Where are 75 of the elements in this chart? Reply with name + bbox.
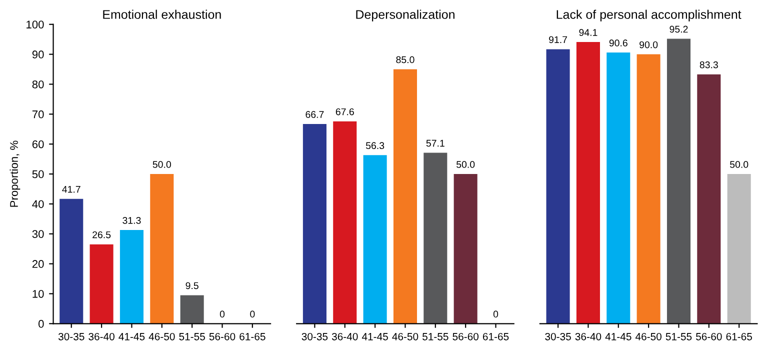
x-tick-label: 51-55 bbox=[422, 333, 448, 340]
data-label: 0 bbox=[220, 310, 225, 318]
x-tick-label: 30-35 bbox=[58, 332, 84, 340]
y-tick-label: 70 bbox=[32, 110, 44, 118]
data-label: 90.6 bbox=[609, 40, 628, 46]
x-tick-label: 56-60 bbox=[209, 332, 236, 340]
data-label: 41.7 bbox=[62, 186, 80, 193]
y-tick-label: 0 bbox=[38, 320, 44, 328]
data-label: 85.0 bbox=[396, 56, 414, 64]
bar bbox=[636, 54, 660, 324]
data-label: 90.0 bbox=[640, 41, 658, 48]
data-label: 57.1 bbox=[426, 140, 444, 147]
x-tick-label: 41-45 bbox=[362, 333, 388, 340]
x-tick-label: 61-65 bbox=[726, 332, 752, 340]
data-label: 31.3 bbox=[122, 216, 141, 224]
bar bbox=[363, 155, 387, 324]
bar bbox=[727, 174, 751, 324]
bar bbox=[333, 121, 357, 324]
data-label: 50.0 bbox=[152, 161, 171, 168]
x-tick-label: 36-40 bbox=[575, 332, 602, 340]
x-tick-label: 36-40 bbox=[88, 332, 114, 340]
data-label: 9.5 bbox=[186, 282, 198, 290]
chart-title: Lack of personal accomplishment bbox=[556, 10, 742, 22]
y-tick-label: 20 bbox=[32, 260, 44, 268]
x-tick-label: 56-60 bbox=[696, 332, 722, 340]
y-axis-title: Proportion, % bbox=[10, 140, 20, 207]
y-tick-label: 90 bbox=[32, 50, 44, 58]
x-tick-label: 30-35 bbox=[302, 332, 328, 340]
data-label: 0 bbox=[250, 310, 255, 318]
chart-title: Emotional exhaustion bbox=[103, 10, 221, 19]
data-label: 83.3 bbox=[700, 61, 718, 68]
x-tick-label: 30-35 bbox=[545, 332, 571, 340]
y-tick-label: 30 bbox=[32, 230, 44, 238]
x-tick-label: 41-45 bbox=[118, 333, 145, 340]
data-label: 50.0 bbox=[456, 161, 475, 168]
bar bbox=[424, 152, 448, 324]
x-tick-label: 51-55 bbox=[179, 333, 205, 340]
data-label: 0 bbox=[493, 310, 498, 318]
data-label: 67.6 bbox=[336, 108, 354, 116]
bar bbox=[393, 69, 417, 324]
bar bbox=[302, 124, 326, 324]
x-tick-label: 46-50 bbox=[635, 332, 662, 340]
bar bbox=[150, 174, 174, 324]
y-tick-label: 10 bbox=[32, 290, 44, 298]
bar bbox=[60, 198, 84, 324]
x-tick-label: 36-40 bbox=[332, 332, 358, 340]
bar bbox=[454, 174, 478, 324]
x-tick-label: 56-60 bbox=[452, 332, 478, 340]
y-tick-label: 50 bbox=[32, 170, 44, 178]
data-label: 26.5 bbox=[92, 231, 111, 238]
x-tick-label: 46-50 bbox=[148, 332, 175, 340]
y-tick-label: 40 bbox=[32, 200, 44, 208]
data-label: 94.1 bbox=[579, 29, 598, 36]
y-tick-label: 80 bbox=[32, 80, 44, 88]
x-tick-label: 46-50 bbox=[392, 332, 418, 340]
bar bbox=[576, 42, 600, 324]
x-tick-label: 61-65 bbox=[240, 332, 266, 340]
x-tick-label: 41-45 bbox=[605, 333, 632, 340]
bar bbox=[120, 230, 144, 324]
x-tick-label: 51-55 bbox=[666, 333, 692, 340]
y-tick-label: 100 bbox=[26, 20, 44, 28]
bar bbox=[546, 49, 570, 324]
bar bbox=[90, 244, 114, 324]
data-label: 66.7 bbox=[306, 111, 324, 118]
data-label: 50.0 bbox=[730, 161, 748, 168]
data-label: 95.2 bbox=[670, 26, 688, 33]
bar bbox=[697, 74, 721, 324]
bar bbox=[606, 52, 630, 324]
data-label: 91.7 bbox=[549, 36, 568, 44]
y-tick-label: 60 bbox=[32, 140, 44, 148]
bar bbox=[666, 38, 691, 324]
bar bbox=[180, 295, 204, 324]
data-label: 56.3 bbox=[366, 142, 384, 150]
chart-title: Depersonalization bbox=[356, 10, 454, 22]
x-tick-label: 61-65 bbox=[482, 332, 509, 340]
